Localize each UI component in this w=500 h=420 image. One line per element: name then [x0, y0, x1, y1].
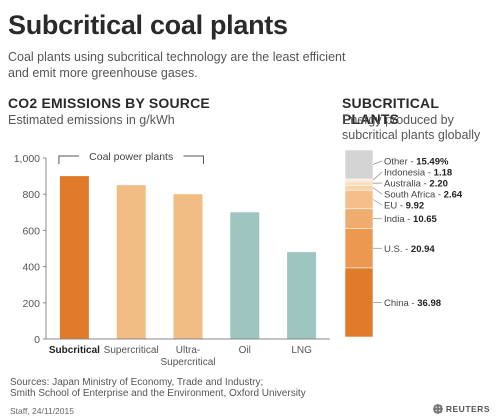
coal-bracket-left — [58, 155, 79, 164]
segment-value: 9.92 — [406, 201, 425, 212]
y-tick-label: 0 — [34, 334, 40, 346]
segment-label: EU - 9.92 — [384, 201, 424, 212]
bar — [287, 252, 317, 339]
segment-value: 2.64 — [444, 190, 463, 201]
segment-label: Other - 15.49% — [384, 157, 449, 168]
x-tick-label: Ultra- — [176, 345, 200, 356]
stack-segment — [344, 180, 374, 186]
y-tick-label: 200 — [22, 298, 40, 310]
segment-name: India - — [384, 214, 413, 225]
bar-chart: 0 200 400 600 800 1,000 Subcritical Supercritic… — [14, 151, 330, 368]
segment-label: U.S. - 20.94 — [384, 244, 435, 255]
reuters-dots-icon — [432, 404, 443, 414]
stack-segment — [344, 267, 374, 338]
page-title: Subcritical coal plants — [8, 10, 288, 40]
segment-value: 15.49% — [416, 157, 449, 168]
segment-label: India - 10.65 — [384, 214, 438, 225]
stacked-bar-chart: China - 36.98 U.S. - 20.94 India - 10.65 EU… — [344, 149, 463, 338]
coal-bracket-label: Coal power plants — [89, 151, 173, 163]
stacked-chart-title: SUBCRITICAL PLANTS — [342, 95, 439, 127]
segment-value: 1.18 — [434, 168, 453, 179]
segment-name: China - — [384, 298, 417, 309]
bar — [59, 176, 89, 339]
y-tick-label: 800 — [22, 189, 40, 201]
segment-label: Australia - 2.20 — [384, 179, 448, 190]
x-tick-label: Supercritical — [160, 357, 215, 368]
segment-value: 36.98 — [417, 298, 441, 309]
stack-segment — [344, 178, 374, 182]
segment-value: 20.94 — [411, 244, 435, 255]
bar — [116, 185, 146, 339]
x-tick-label: Oil — [239, 345, 251, 356]
segment-name: South Africa - — [384, 190, 444, 201]
segment-name: EU - — [384, 201, 406, 212]
x-tick-label: Supercritical — [104, 345, 159, 356]
reuters-logo-text: REUTERS — [445, 404, 490, 414]
leader-line — [372, 187, 383, 195]
reuters-logo: REUTERS — [432, 404, 490, 414]
page-subtitle-line-1: Coal plants using subcritical technology… — [8, 50, 346, 64]
segment-name: Australia - — [384, 179, 429, 190]
sources-line-1: Sources: Japan Ministry of Economy, Trad… — [10, 377, 264, 388]
segment-label: China - 36.98 — [384, 298, 441, 309]
segment-name: Indonesia - — [384, 168, 434, 179]
bar-chart-subtitle: Estimated emissions in g/kWh — [8, 113, 175, 127]
y-tick-label: 400 — [22, 262, 40, 274]
credit: Staff, 24/11/2015 — [10, 406, 74, 416]
x-tick-label: Subcritical — [49, 345, 100, 356]
stacked-chart-subtitle-line-2: subcritical plants globally — [342, 128, 481, 142]
stack-segment — [344, 189, 374, 210]
sources: Sources: Japan Ministry of Economy, Trad… — [10, 377, 306, 399]
sources-line-2: Smith School of Enterprise and the Envir… — [10, 388, 306, 399]
stack-segment — [344, 208, 374, 229]
x-tick-label: LNG — [291, 345, 312, 356]
coal-bracket-right — [183, 155, 204, 164]
segment-value: 2.20 — [429, 179, 448, 190]
stacked-chart-subtitle-line-1: Energy produced by — [342, 113, 454, 127]
page-subtitle-line-2: and emit more greenhouse gases. — [8, 66, 198, 80]
leader-line — [372, 171, 383, 181]
leader-line — [372, 160, 383, 165]
segment-label: South Africa - 2.64 — [384, 190, 463, 201]
y-tick-label: 600 — [22, 225, 40, 237]
bar — [230, 212, 260, 339]
leader-line — [372, 199, 383, 206]
segment-name: U.S. - — [384, 244, 411, 255]
segment-label: Indonesia - 1.18 — [384, 168, 452, 179]
segment-name: Other - — [384, 157, 416, 168]
stack-segment — [344, 149, 374, 180]
stack-segment — [344, 184, 374, 191]
stack-segment — [344, 228, 374, 269]
y-tick-label: 1,000 — [14, 153, 40, 165]
segment-value: 10.65 — [413, 214, 437, 225]
bar — [173, 194, 203, 339]
bar-chart-title: CO2 EMISSIONS BY SOURCE — [8, 95, 210, 111]
